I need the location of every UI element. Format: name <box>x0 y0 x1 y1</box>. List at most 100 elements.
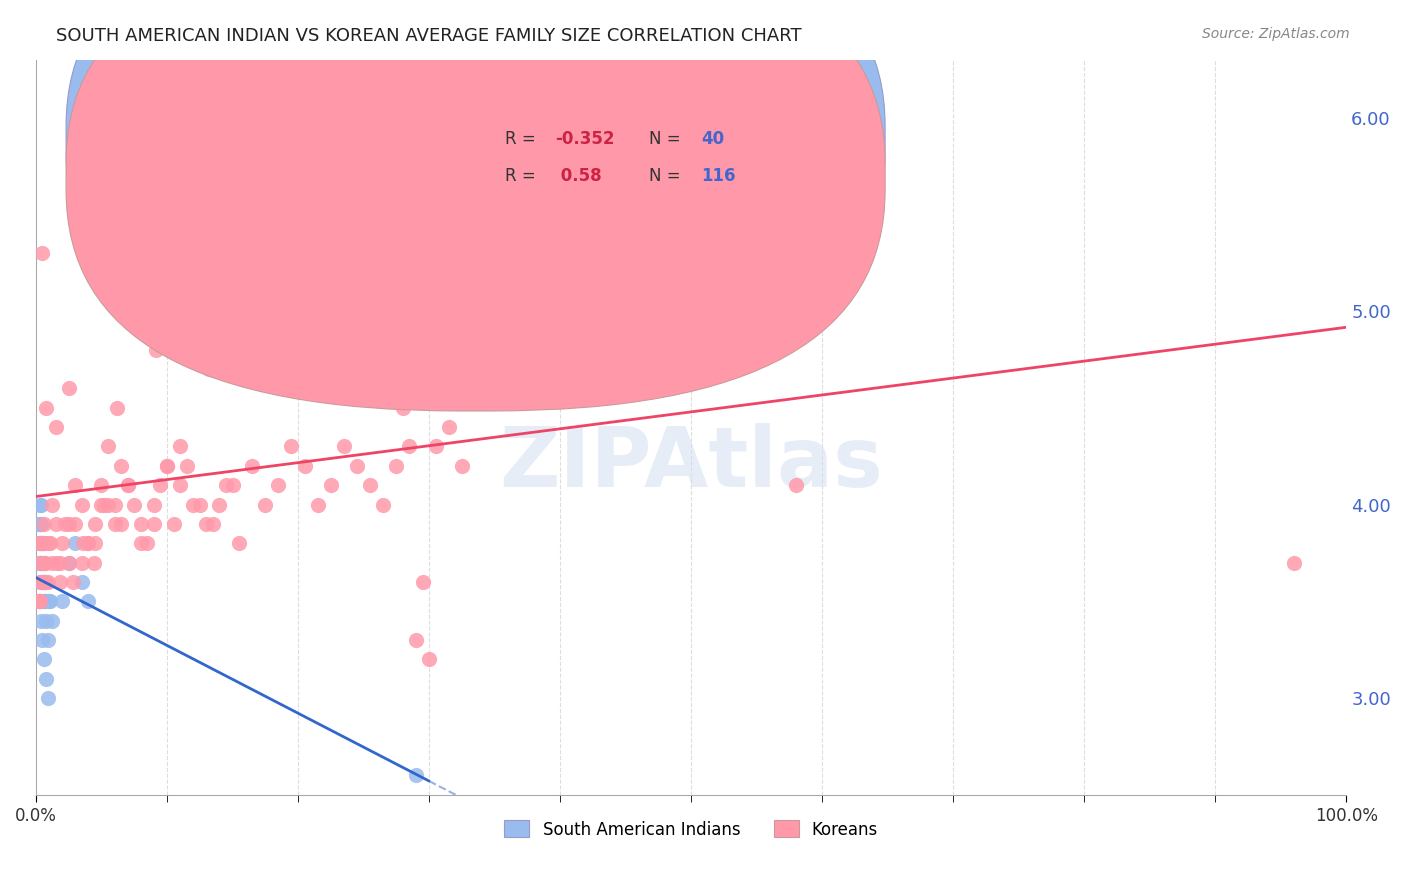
Point <box>405 768 427 782</box>
Legend: South American Indians, Koreans: South American Indians, Koreans <box>498 814 884 846</box>
Point <box>93 498 115 512</box>
Point <box>117 478 139 492</box>
Point <box>405 632 427 647</box>
Point <box>34 556 56 570</box>
Point <box>339 343 361 357</box>
Point <box>27 516 49 531</box>
Point <box>27 594 49 608</box>
Point <box>51 594 73 608</box>
Text: R =: R = <box>505 130 541 148</box>
Point <box>32 516 55 531</box>
Point <box>38 594 60 608</box>
Point <box>110 458 132 473</box>
Point <box>32 536 55 550</box>
Point <box>37 574 59 589</box>
Point <box>27 536 49 550</box>
Point <box>28 556 51 570</box>
Point <box>188 498 211 512</box>
Text: 40: 40 <box>702 130 724 148</box>
Point <box>353 362 375 376</box>
Point <box>58 381 80 395</box>
Point <box>373 498 395 512</box>
Point <box>359 478 381 492</box>
Point <box>35 401 58 415</box>
Point <box>32 574 55 589</box>
Point <box>34 574 56 589</box>
Point <box>30 574 52 589</box>
Point <box>221 478 243 492</box>
Point <box>142 498 165 512</box>
Point <box>30 536 52 550</box>
Point <box>132 285 155 299</box>
Point <box>70 498 93 512</box>
Point <box>346 458 368 473</box>
Point <box>35 672 58 686</box>
Point <box>31 556 53 570</box>
Point <box>37 632 59 647</box>
Point <box>425 440 447 454</box>
Point <box>31 594 53 608</box>
Point <box>70 574 93 589</box>
Point <box>319 478 342 492</box>
Point <box>267 478 290 492</box>
Point <box>366 246 388 260</box>
Point <box>110 516 132 531</box>
Point <box>32 652 55 666</box>
Text: 116: 116 <box>702 167 737 185</box>
Point <box>129 536 152 550</box>
Point <box>45 420 67 434</box>
Point <box>215 478 238 492</box>
Text: Source: ZipAtlas.com: Source: ZipAtlas.com <box>1202 27 1350 41</box>
Point <box>30 614 52 628</box>
Point <box>58 556 80 570</box>
Point <box>35 614 58 628</box>
Text: SOUTH AMERICAN INDIAN VS KOREAN AVERAGE FAMILY SIZE CORRELATION CHART: SOUTH AMERICAN INDIAN VS KOREAN AVERAGE … <box>56 27 801 45</box>
Point <box>90 478 112 492</box>
Point <box>280 440 302 454</box>
FancyBboxPatch shape <box>66 0 886 375</box>
Point <box>34 594 56 608</box>
Point <box>162 516 184 531</box>
Point <box>65 516 87 531</box>
Point <box>228 536 250 550</box>
Point <box>28 498 51 512</box>
Point <box>117 478 139 492</box>
Point <box>51 536 73 550</box>
Point <box>72 536 94 550</box>
Point <box>31 574 53 589</box>
Point <box>181 498 204 512</box>
Point <box>77 594 100 608</box>
Point <box>418 652 440 666</box>
Point <box>77 536 100 550</box>
Point <box>247 207 270 221</box>
Point <box>169 478 191 492</box>
Point <box>103 516 125 531</box>
Point <box>58 516 80 531</box>
Point <box>103 498 125 512</box>
Point <box>31 574 53 589</box>
Point <box>41 498 63 512</box>
Point <box>31 246 53 260</box>
Point <box>30 498 52 512</box>
Point <box>235 169 257 183</box>
Point <box>65 536 87 550</box>
Point <box>90 498 112 512</box>
Point <box>83 556 105 570</box>
Point <box>41 614 63 628</box>
Point <box>31 632 53 647</box>
Point <box>211 343 233 357</box>
Point <box>30 556 52 570</box>
Point <box>30 516 52 531</box>
Point <box>34 556 56 570</box>
Text: R =: R = <box>505 167 541 185</box>
Point <box>39 536 62 550</box>
Point <box>378 323 401 337</box>
Point <box>156 458 179 473</box>
Point <box>27 594 49 608</box>
Point <box>307 498 329 512</box>
Point <box>398 440 420 454</box>
Point <box>326 381 349 395</box>
Point <box>45 516 67 531</box>
Point <box>30 536 52 550</box>
Point <box>129 516 152 531</box>
